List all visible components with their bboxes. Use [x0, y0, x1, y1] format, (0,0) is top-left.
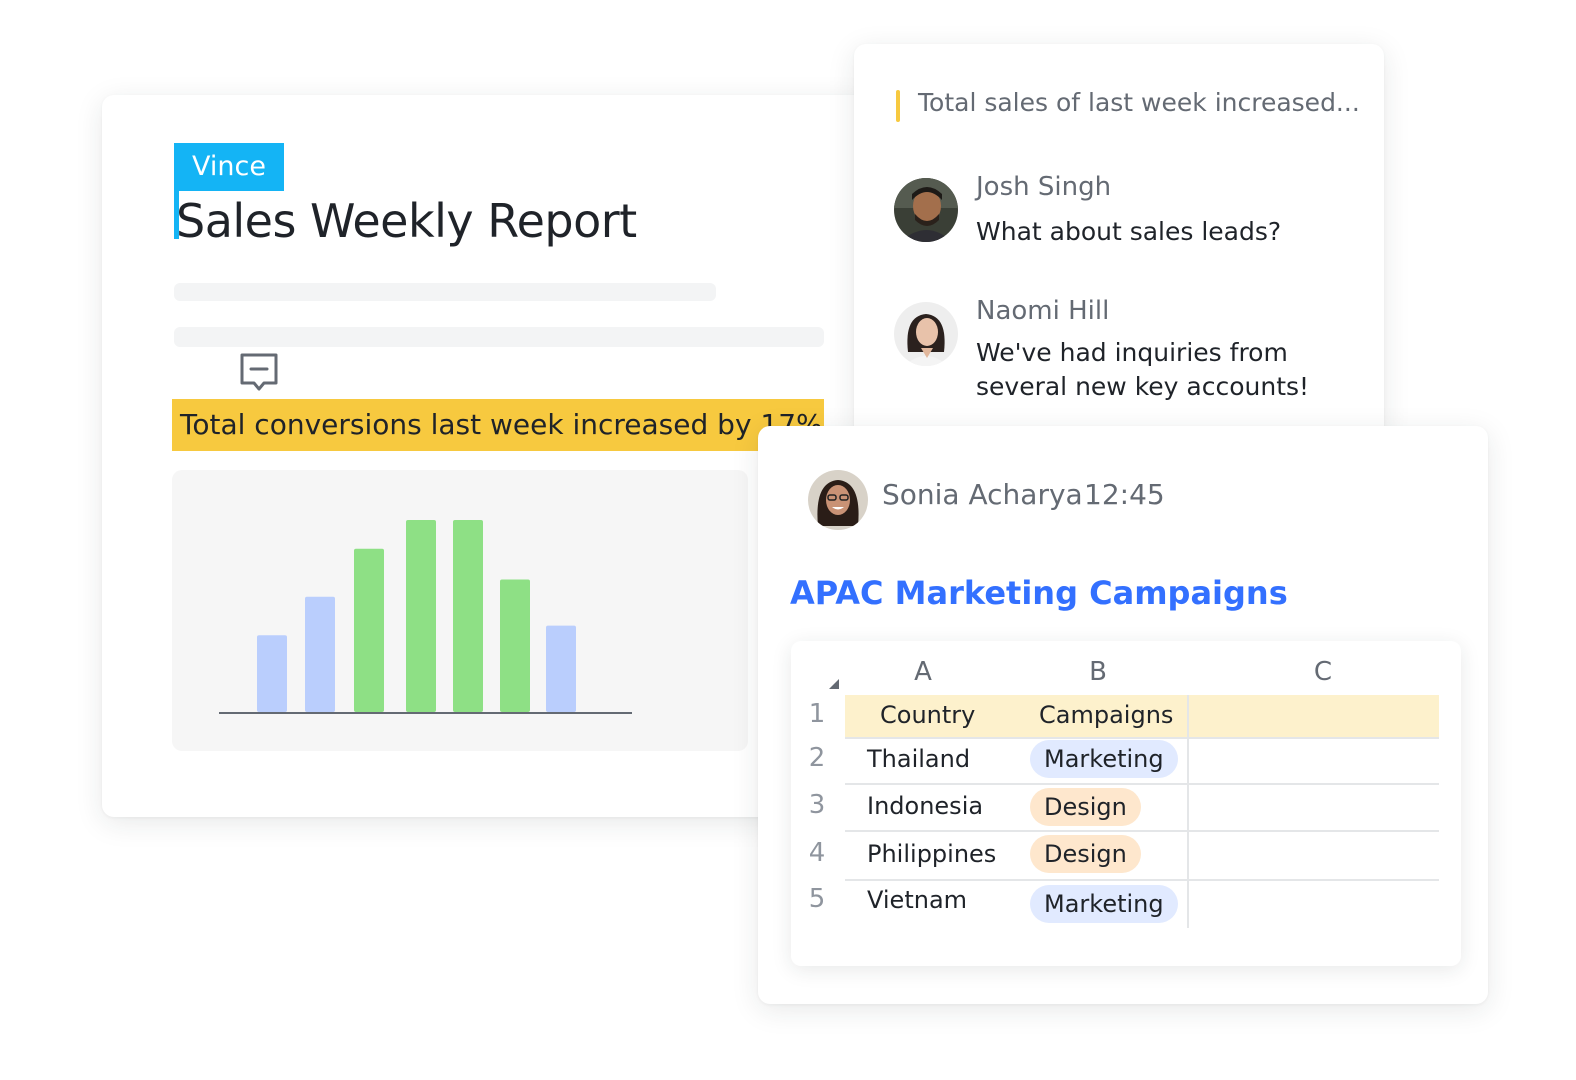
- comment-author[interactable]: Josh Singh: [976, 172, 1112, 202]
- row-divider: [845, 783, 1439, 785]
- column-divider: [1187, 695, 1189, 928]
- row-divider: [845, 830, 1439, 832]
- row-number[interactable]: 4: [808, 838, 826, 868]
- header-row-highlight: [845, 695, 1439, 738]
- message-time: 12:45: [1084, 478, 1165, 511]
- campaign-tag-marketing[interactable]: Marketing: [1030, 885, 1178, 923]
- text-placeholder-line: [174, 327, 824, 347]
- chart-bar-1: [257, 635, 287, 712]
- row-number[interactable]: 2: [808, 743, 826, 773]
- row-number[interactable]: 1: [808, 699, 826, 729]
- cell-country[interactable]: Indonesia: [867, 792, 984, 820]
- campaign-tag-marketing[interactable]: Marketing: [1030, 740, 1178, 778]
- avatar-naomi-hill[interactable]: [894, 302, 958, 366]
- cell-country[interactable]: Thailand: [867, 745, 971, 773]
- campaign-tag-design[interactable]: Design: [1030, 788, 1141, 826]
- spreadsheet-preview[interactable]: A B C 1 2 3 4 5 Country Campaigns Thaila…: [791, 641, 1461, 966]
- column-header-c[interactable]: C: [1313, 657, 1333, 687]
- quote-marker: [896, 90, 900, 122]
- collaborator-cursor: [174, 143, 179, 239]
- message-sender[interactable]: Sonia Acharya: [882, 478, 1083, 511]
- embedded-chart[interactable]: [172, 470, 748, 751]
- row-divider: [845, 879, 1439, 881]
- select-all-corner[interactable]: [829, 679, 839, 689]
- chart-bar-6: [500, 579, 530, 712]
- row-number[interactable]: 3: [808, 790, 826, 820]
- comment-author[interactable]: Naomi Hill: [976, 296, 1110, 326]
- row-number[interactable]: 5: [808, 884, 826, 914]
- row-divider: [845, 737, 1439, 739]
- campaign-tag-design[interactable]: Design: [1030, 835, 1141, 873]
- avatar-josh-singh[interactable]: [894, 178, 958, 242]
- document-title[interactable]: Sales Weekly Report: [176, 194, 637, 248]
- column-header-b[interactable]: B: [1089, 657, 1107, 687]
- avatar-sonia-acharya[interactable]: [808, 470, 868, 530]
- chart-bar-7: [546, 625, 576, 712]
- sheet-link[interactable]: APAC Marketing Campaigns: [790, 574, 1288, 612]
- chart-bar-4: [406, 520, 436, 712]
- column-header-a[interactable]: A: [914, 657, 932, 687]
- text-placeholder-line: [174, 283, 716, 301]
- chart-bar-5: [453, 520, 483, 712]
- comment-icon[interactable]: [238, 351, 280, 393]
- comments-panel: Total sales of last week increased... Jo…: [854, 44, 1384, 440]
- comment-text: We've had inquiries from several new key…: [976, 338, 1310, 401]
- cell-country[interactable]: Philippines: [867, 840, 997, 868]
- cell-country[interactable]: Vietnam: [867, 886, 968, 914]
- collaborator-flag: Vince: [174, 143, 284, 191]
- chart-bar-3: [354, 548, 384, 712]
- bar-chart: [219, 520, 632, 714]
- highlighted-sentence[interactable]: Total conversions last week increased by…: [172, 399, 824, 451]
- comment-text: What about sales leads?: [976, 217, 1282, 246]
- message-card: Sonia Acharya 12:45 APAC Marketing Campa…: [758, 426, 1488, 1004]
- chart-bar-2: [305, 596, 335, 712]
- document-card: Vince Sales Weekly Report Total conversi…: [102, 95, 870, 817]
- header-cell-campaigns[interactable]: Campaigns: [1039, 701, 1174, 729]
- quoted-text[interactable]: Total sales of last week increased...: [918, 88, 1360, 117]
- header-cell-country[interactable]: Country: [880, 701, 976, 729]
